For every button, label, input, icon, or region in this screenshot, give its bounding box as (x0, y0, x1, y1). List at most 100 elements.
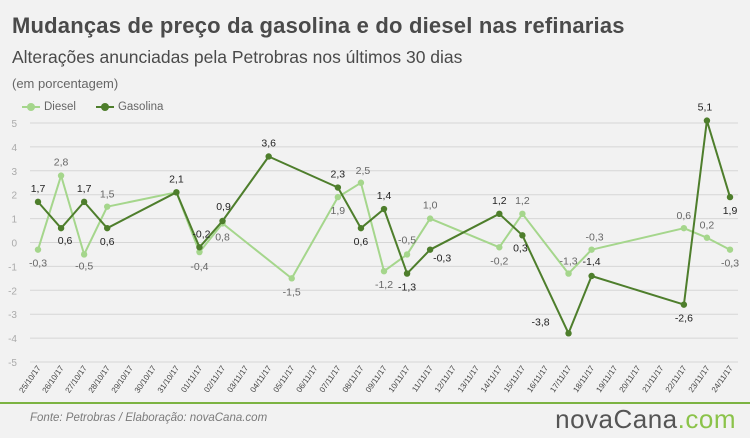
data-label-diesel: 1,0 (423, 200, 438, 212)
data-point-gasolina (426, 246, 434, 253)
x-tick-label: 29/10/17 (110, 364, 136, 395)
data-point-diesel (403, 251, 411, 258)
data-point-gasolina (219, 217, 226, 225)
x-tick-label: 08/11/17 (341, 364, 366, 395)
data-point-gasolina (519, 232, 526, 239)
data-label-gasolina: 0,9 (216, 201, 231, 213)
data-label-gasolina: -0,2 (192, 228, 210, 240)
data-point-diesel (288, 275, 295, 282)
legend-item-diesel: Diesel (22, 101, 76, 113)
series-diesel (34, 172, 734, 282)
y-tick-label: 2 (11, 191, 17, 202)
y-tick-label: 3 (11, 167, 17, 178)
data-label-gasolina: -1,4 (583, 256, 601, 268)
x-tick-label: 09/11/17 (364, 364, 389, 395)
series-line-gasolina (37, 119, 731, 335)
data-point-gasolina (380, 205, 388, 213)
data-point-gasolina (680, 301, 688, 308)
data-point-diesel (565, 270, 572, 277)
data-label-gasolina: -0,3 (433, 253, 451, 265)
brand-suffix: .com (677, 404, 736, 434)
x-tick-label: 04/11/17 (248, 364, 273, 395)
data-point-diesel (34, 246, 42, 253)
chart-title: Mudanças de preço da gasolina e do diese… (12, 13, 625, 38)
data-label-gasolina: 3,6 (261, 137, 276, 149)
data-label-gasolina: 0,6 (100, 236, 115, 248)
data-label-gasolina: -2,6 (675, 313, 693, 325)
data-label-gasolina: 2,1 (169, 173, 184, 185)
data-label-diesel: 1,2 (515, 195, 530, 207)
data-point-diesel (80, 251, 88, 258)
data-labels: -0,3 2,8 -0,5 1,5 -0,4 0,8 -1,5 1,9 2,5 -1,2 -0,5 1… (29, 102, 739, 329)
y-tick-label: -3 (8, 310, 17, 321)
gridlines (30, 122, 738, 363)
legend-label-diesel: Diesel (44, 101, 76, 113)
data-label-gasolina: 0,6 (354, 236, 369, 248)
data-point-gasolina (357, 224, 365, 232)
x-tick-label: 30/10/17 (133, 364, 159, 395)
data-point-diesel (703, 234, 711, 241)
x-tick-label: 18/11/17 (571, 364, 596, 395)
brand-logo: novaCana.com (555, 404, 736, 435)
data-label-diesel: 0,8 (215, 231, 230, 243)
data-label-diesel: 2,8 (54, 157, 69, 169)
data-point-gasolina (173, 189, 180, 196)
data-point-gasolina (57, 224, 65, 232)
chart-legend: Diesel Gasolina (22, 101, 183, 113)
legend-swatch-diesel (22, 103, 40, 111)
x-tick-label: 10/11/17 (387, 364, 412, 395)
x-tick-label: 20/11/17 (617, 364, 642, 395)
x-tick-label: 31/10/17 (156, 364, 182, 395)
data-point-gasolina (726, 193, 734, 201)
data-point-gasolina (265, 153, 272, 160)
data-label-diesel: -0,3 (721, 258, 739, 270)
data-point-diesel (104, 203, 111, 210)
data-label-diesel: 1,5 (100, 189, 115, 201)
x-axis-ticks: 25/10/1726/10/1727/10/1728/10/1729/10/17… (17, 364, 735, 395)
x-tick-label: 27/10/17 (64, 364, 90, 395)
data-label-diesel: 0,2 (700, 220, 715, 232)
x-tick-label: 03/11/17 (225, 364, 250, 395)
x-tick-label: 19/11/17 (594, 364, 619, 395)
x-tick-label: 11/11/17 (410, 364, 435, 394)
data-point-diesel (680, 224, 688, 232)
x-tick-label: 05/11/17 (271, 364, 296, 395)
data-label-diesel: 1,9 (331, 205, 346, 217)
data-label-diesel: -0,5 (75, 260, 93, 272)
data-point-diesel (726, 246, 734, 253)
x-tick-label: 13/11/17 (456, 364, 481, 395)
data-label-diesel: -0,3 (29, 258, 47, 270)
y-tick-label: 1 (11, 215, 17, 226)
data-point-gasolina (196, 244, 203, 251)
legend-swatch-gasolina (95, 103, 114, 111)
data-point-diesel (57, 172, 65, 179)
data-label-gasolina: 1,4 (377, 190, 392, 202)
x-tick-label: 01/11/17 (179, 364, 204, 395)
data-label-gasolina: 2,3 (331, 169, 346, 181)
data-label-diesel: -0,4 (190, 261, 208, 273)
data-label-gasolina: 1,7 (77, 183, 92, 195)
data-label-gasolina: 0,3 (513, 242, 528, 254)
y-tick-label: 5 (11, 119, 17, 130)
legend-label-gasolina: Gasolina (117, 101, 164, 113)
data-point-gasolina (104, 224, 111, 232)
data-label-diesel: -0,3 (586, 232, 604, 244)
data-point-gasolina (703, 117, 711, 124)
data-label-diesel: -0,5 (398, 234, 416, 246)
legend-item-gasolina: Gasolina (95, 101, 164, 113)
data-point-diesel (588, 246, 595, 253)
data-label-diesel: 2,5 (356, 165, 371, 177)
data-label-gasolina: -3,8 (531, 316, 549, 328)
source-note: Fonte: Petrobras / Elaboração: novaCana.… (30, 412, 268, 424)
brand-main: novaCana (555, 404, 678, 434)
y-tick-label: 0 (11, 239, 17, 250)
data-point-gasolina (496, 210, 503, 218)
data-point-gasolina (403, 270, 411, 277)
x-tick-label: 23/11/17 (687, 364, 712, 395)
x-tick-label: 17/11/17 (548, 364, 573, 395)
y-axis-ticks: -5 -4 -3 -2 -1 0 1 2 3 4 5 (8, 119, 17, 369)
data-point-gasolina (588, 272, 595, 280)
x-tick-label: 12/11/17 (433, 364, 458, 395)
x-tick-label: 07/11/17 (318, 364, 343, 395)
x-tick-label: 02/11/17 (202, 364, 227, 395)
